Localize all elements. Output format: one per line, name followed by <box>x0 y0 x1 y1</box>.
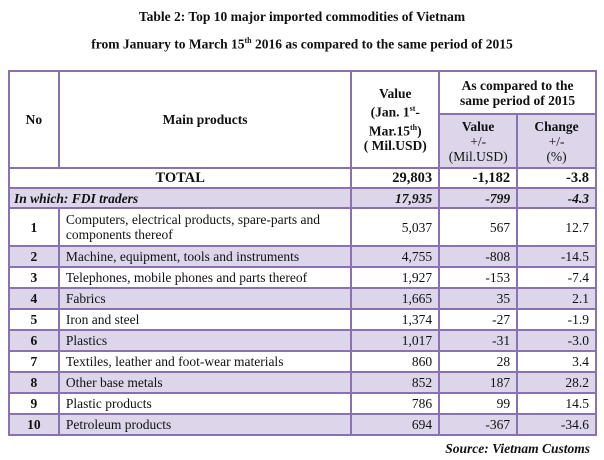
header-product: Main products <box>57 70 353 169</box>
row-diff: 28 <box>438 350 519 373</box>
row-value: 5,037 <box>350 207 441 247</box>
row-diff: -808 <box>438 245 519 268</box>
row-pct: -7.4 <box>516 266 597 289</box>
row-no: 4 <box>8 287 60 310</box>
table-row: 9 Plastic products 786 99 14.5 <box>8 392 597 415</box>
table-row: 5 Iron and steel 1,374 -27 -1.9 <box>8 308 597 331</box>
fdi-value: 17,935 <box>350 187 441 209</box>
row-no: 7 <box>8 350 60 373</box>
row-no: 1 <box>8 207 60 247</box>
fdi-row: In which: FDI traders 17,935 -799 -4.3 <box>7 187 597 209</box>
header-value-l4: ( Mil.USD) <box>363 138 427 153</box>
row-product: Plastics <box>57 329 353 352</box>
subtitle-post: 2016 as compared to the same period of 2… <box>251 36 513 52</box>
row-no: 8 <box>8 371 60 394</box>
row-no: 2 <box>8 245 60 268</box>
table-row: 1 Computers, electrical products, spare-p… <box>8 207 597 247</box>
header-value-l1: Value <box>379 86 412 101</box>
header-change-value: Value +/- (Mil.USD) <box>438 113 519 169</box>
row-product: Plastic products <box>57 392 353 415</box>
table-row: 3 Telephones, mobile phones and parts the… <box>8 266 597 289</box>
row-diff: -367 <box>438 413 519 436</box>
total-pct: -3.8 <box>516 167 597 189</box>
row-product: Telephones, mobile phones and parts ther… <box>57 266 353 289</box>
header-value: Value (Jan. 1st- Mar.15th) ( Mil.USD) <box>350 70 441 169</box>
row-value: 1,665 <box>350 287 441 310</box>
row-pct: 2.1 <box>516 287 597 310</box>
row-no: 6 <box>8 329 60 352</box>
table-row: 6 Plastics 1,017 -31 -3.0 <box>8 329 597 352</box>
row-value: 1,374 <box>350 308 441 331</box>
total-row: TOTAL 29,803 -1,182 -3.8 <box>7 167 597 189</box>
row-diff: -27 <box>438 308 519 331</box>
row-pct: 28.2 <box>516 371 597 394</box>
header-no: No <box>8 70 60 169</box>
row-diff: 99 <box>438 392 519 415</box>
row-value: 860 <box>350 350 441 373</box>
row-product: Iron and steel <box>57 308 353 331</box>
table-subtitle: from January to March 15th 2016 as compa… <box>0 30 604 56</box>
row-product: Other base metals <box>57 371 353 394</box>
row-diff: -31 <box>438 329 519 352</box>
fdi-pct: -4.3 <box>516 187 597 209</box>
table-row: 4 Fabrics 1,665 35 2.1 <box>8 287 597 310</box>
row-pct: -1.9 <box>516 308 597 331</box>
row-value: 852 <box>350 371 441 394</box>
total-value: 29,803 <box>350 167 441 189</box>
row-diff: 567 <box>438 207 519 247</box>
row-product: Computers, electrical products, spare-pa… <box>57 207 353 247</box>
total-label: TOTAL <box>7 167 353 189</box>
header-compare: As compared to the same period of 2015 <box>438 70 597 115</box>
row-no: 9 <box>8 392 60 415</box>
row-product: Petroleum products <box>57 413 353 436</box>
table-row: 7 Textiles, leather and foot-wear materia… <box>8 350 597 373</box>
fdi-diff: -799 <box>438 187 519 209</box>
row-diff: 187 <box>438 371 519 394</box>
row-no: 10 <box>8 413 60 436</box>
table-row: 8 Other base metals 852 187 28.2 <box>8 371 597 394</box>
row-value: 694 <box>350 413 441 436</box>
source-note: Source: Vietnam Customs <box>445 441 590 456</box>
header-value-l3: Mar.15th) <box>368 122 422 139</box>
row-pct: -3.0 <box>516 329 597 352</box>
row-product: Machine, equipment, tools and instrument… <box>57 245 353 268</box>
row-value: 4,755 <box>350 245 441 268</box>
row-diff: -153 <box>438 266 519 289</box>
total-diff: -1,182 <box>438 167 519 189</box>
row-pct: 3.4 <box>516 350 597 373</box>
row-pct: 14.5 <box>516 392 597 415</box>
row-pct: 12.7 <box>516 207 597 247</box>
row-value: 1,017 <box>350 329 441 352</box>
row-product: Fabrics <box>57 287 353 310</box>
row-no: 3 <box>8 266 60 289</box>
table-row: 2 Machine, equipment, tools and instrumen… <box>8 245 597 268</box>
imports-table: No Main products Value (Jan. 1st- Mar.15… <box>7 70 597 436</box>
row-no: 5 <box>8 308 60 331</box>
row-diff: 35 <box>438 287 519 310</box>
table-title: Table 2: Top 10 major imported commoditi… <box>138 9 466 24</box>
fdi-label: In which: FDI traders <box>7 187 353 209</box>
row-pct: -34.6 <box>516 413 597 436</box>
row-value: 1,927 <box>350 266 441 289</box>
subtitle-sup: th <box>244 36 252 45</box>
row-product: Textiles, leather and foot-wear material… <box>57 350 353 373</box>
row-pct: -14.5 <box>516 245 597 268</box>
table-row: 10 Petroleum products 694 -367 -34.6 <box>8 413 597 436</box>
header-change-pct: Change +/- (%) <box>516 113 597 169</box>
subtitle-pre: from January to March 15 <box>91 36 245 52</box>
row-value: 786 <box>350 392 441 415</box>
header-value-l2: (Jan. 1st- <box>370 104 420 120</box>
